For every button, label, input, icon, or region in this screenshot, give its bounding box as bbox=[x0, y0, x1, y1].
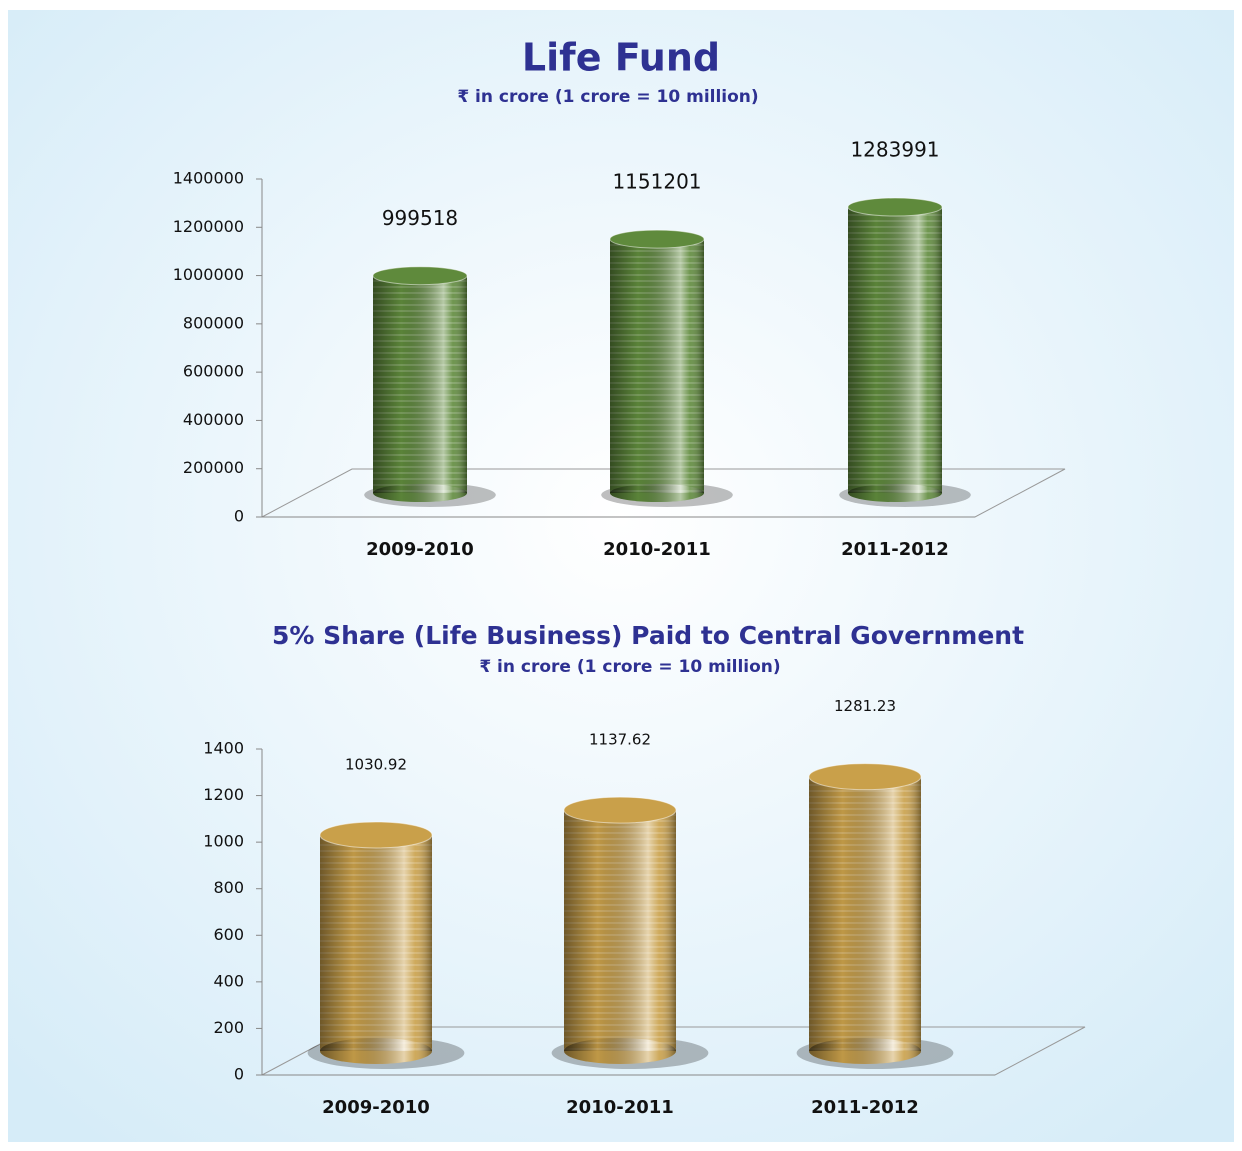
bar-top bbox=[847, 197, 943, 217]
bar-top bbox=[563, 796, 677, 824]
bar-top bbox=[372, 266, 468, 286]
value-label: 1281.23 bbox=[834, 697, 896, 715]
bar-top bbox=[319, 821, 433, 849]
y-tick-label: 1200000 bbox=[173, 217, 244, 236]
bar-base-shade bbox=[610, 484, 704, 502]
bar-base-shade bbox=[564, 1038, 676, 1064]
bar-shading bbox=[610, 239, 704, 493]
x-tick-label: 2011-2012 bbox=[811, 1097, 919, 1118]
y-tick-label: 400000 bbox=[183, 410, 244, 429]
bar-shading bbox=[564, 810, 676, 1051]
value-label: 999518 bbox=[382, 206, 458, 230]
bar-shading bbox=[320, 834, 432, 1051]
x-tick-label: 2010-2011 bbox=[603, 539, 711, 560]
chart-subtitle: ₹ in crore (1 crore = 10 million) bbox=[457, 87, 758, 107]
value-label: 1283991 bbox=[850, 138, 939, 162]
bar-base-shade bbox=[809, 1038, 921, 1064]
y-tick-label: 1200 bbox=[203, 785, 244, 804]
y-tick-label: 1000000 bbox=[173, 265, 244, 284]
bar-top bbox=[808, 763, 922, 791]
bar-shading bbox=[809, 776, 921, 1051]
y-tick-label: 0 bbox=[234, 507, 244, 526]
value-label: 1151201 bbox=[612, 170, 701, 194]
y-tick-label: 400 bbox=[213, 971, 244, 990]
bar-base-shade bbox=[848, 484, 942, 502]
y-tick-label: 800000 bbox=[183, 313, 244, 332]
x-tick-label: 2009-2010 bbox=[322, 1097, 430, 1118]
y-tick-label: 600000 bbox=[183, 362, 244, 381]
y-tick-label: 1400 bbox=[203, 739, 244, 758]
y-tick-label: 800 bbox=[213, 878, 244, 897]
bar-base-shade bbox=[373, 484, 467, 502]
value-label: 1030.92 bbox=[345, 755, 407, 773]
y-tick-label: 0 bbox=[234, 1065, 244, 1084]
chart-title: 5% Share (Life Business) Paid to Central… bbox=[272, 621, 1024, 650]
y-tick-label: 200000 bbox=[183, 458, 244, 477]
y-tick-label: 600 bbox=[213, 925, 244, 944]
bar-shading bbox=[848, 207, 942, 494]
bar-top bbox=[609, 229, 705, 249]
bar-base-shade bbox=[320, 1038, 432, 1064]
chart-title: Life Fund bbox=[522, 36, 720, 80]
y-tick-label: 1000 bbox=[203, 832, 244, 851]
chart-subtitle: ₹ in crore (1 crore = 10 million) bbox=[479, 657, 780, 677]
x-tick-label: 2009-2010 bbox=[366, 539, 474, 560]
value-label: 1137.62 bbox=[589, 731, 651, 749]
y-tick-label: 1400000 bbox=[173, 169, 244, 188]
x-tick-label: 2010-2011 bbox=[566, 1097, 674, 1118]
y-tick-label: 200 bbox=[213, 1018, 244, 1037]
x-tick-label: 2011-2012 bbox=[841, 539, 949, 560]
bar-shading bbox=[373, 275, 467, 493]
